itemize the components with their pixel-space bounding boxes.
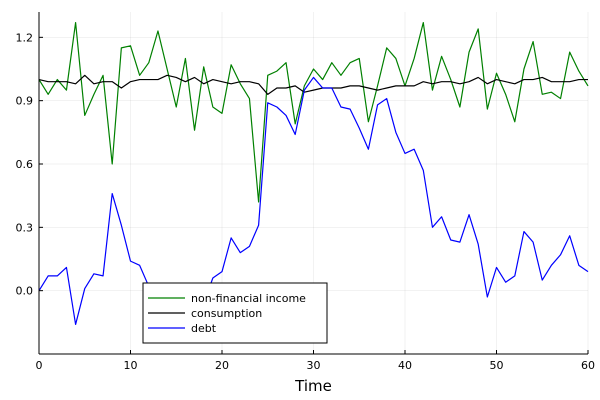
legend-entry-label: debt — [191, 322, 217, 335]
legend-entry-label: consumption — [191, 307, 262, 320]
x-axis-title: Time — [294, 377, 332, 395]
tick-labels: 0 10 20 30 40 50 60 0.0 0.3 0.6 0.9 1.2 — [16, 31, 596, 372]
x-tick-label: 10 — [124, 359, 138, 372]
y-tick-label: 0.6 — [16, 158, 34, 171]
series-lines — [38, 21, 589, 342]
legend-entry-label: non-financial income — [191, 292, 306, 305]
y-tick-label: 0.3 — [16, 221, 34, 234]
axes — [38, 12, 589, 355]
series-line-non-financial-income — [38, 21, 589, 203]
gridlines — [38, 12, 589, 354]
x-tick-label: 40 — [398, 359, 412, 372]
x-tick-label: 30 — [307, 359, 321, 372]
x-tick-label: 0 — [36, 359, 43, 372]
y-tick-label: 0.9 — [16, 95, 34, 108]
y-tick-label: 1.2 — [16, 31, 34, 44]
legend: non-financial income consumption debt — [142, 282, 328, 344]
series-line-debt — [38, 76, 589, 342]
series-line-consumption — [38, 74, 588, 95]
x-tick-label: 60 — [581, 359, 595, 372]
x-tick-label: 20 — [215, 359, 229, 372]
x-tick-label: 50 — [490, 359, 504, 372]
y-tick-label: 0.0 — [16, 285, 34, 298]
